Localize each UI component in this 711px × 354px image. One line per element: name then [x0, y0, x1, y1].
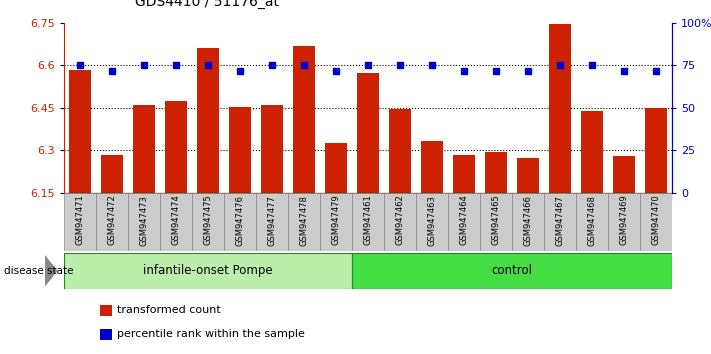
- Bar: [64, 193, 96, 251]
- Text: GSM947464: GSM947464: [459, 195, 469, 245]
- Bar: [549, 24, 571, 193]
- Bar: [389, 109, 411, 193]
- Bar: [128, 193, 160, 251]
- Bar: [576, 193, 608, 251]
- Bar: [224, 193, 256, 251]
- Polygon shape: [45, 255, 58, 287]
- Bar: [640, 193, 672, 251]
- Text: disease state: disease state: [4, 266, 73, 276]
- Bar: [613, 156, 635, 193]
- Text: GSM947462: GSM947462: [395, 195, 405, 245]
- Bar: [69, 70, 91, 193]
- Text: GSM947472: GSM947472: [107, 195, 117, 245]
- Text: GSM947463: GSM947463: [427, 195, 437, 246]
- Bar: [645, 108, 667, 193]
- Text: GSM947467: GSM947467: [555, 195, 565, 246]
- Bar: [352, 253, 672, 289]
- Text: GSM947470: GSM947470: [651, 195, 661, 245]
- Bar: [512, 193, 544, 251]
- Text: GSM947469: GSM947469: [619, 195, 629, 245]
- Bar: [357, 73, 379, 193]
- Bar: [480, 193, 512, 251]
- Bar: [485, 152, 507, 193]
- Bar: [325, 143, 347, 193]
- Bar: [256, 193, 288, 251]
- Text: GDS4410 / 51176_at: GDS4410 / 51176_at: [135, 0, 279, 9]
- Bar: [293, 46, 315, 193]
- Text: control: control: [491, 264, 533, 277]
- Bar: [288, 193, 320, 251]
- Text: GSM947468: GSM947468: [587, 195, 597, 246]
- Bar: [320, 193, 352, 251]
- Text: GSM947465: GSM947465: [491, 195, 501, 245]
- Bar: [608, 193, 640, 251]
- Bar: [160, 193, 192, 251]
- Bar: [165, 101, 187, 193]
- Bar: [101, 155, 123, 193]
- Bar: [421, 141, 443, 193]
- Bar: [133, 105, 155, 193]
- Bar: [416, 193, 448, 251]
- Bar: [96, 193, 128, 251]
- Bar: [453, 155, 475, 193]
- Text: infantile-onset Pompe: infantile-onset Pompe: [143, 264, 273, 277]
- Bar: [517, 158, 539, 193]
- Bar: [352, 193, 384, 251]
- Text: GSM947466: GSM947466: [523, 195, 533, 246]
- Bar: [197, 48, 219, 193]
- Text: GSM947478: GSM947478: [299, 195, 309, 246]
- Text: GSM947476: GSM947476: [235, 195, 245, 246]
- Text: transformed count: transformed count: [117, 305, 220, 315]
- Bar: [581, 111, 603, 193]
- Text: GSM947474: GSM947474: [171, 195, 181, 245]
- Bar: [448, 193, 480, 251]
- Bar: [229, 107, 251, 193]
- Bar: [64, 253, 352, 289]
- Bar: [261, 105, 283, 193]
- Text: GSM947479: GSM947479: [331, 195, 341, 245]
- Text: GSM947477: GSM947477: [267, 195, 277, 246]
- Bar: [192, 193, 224, 251]
- Text: GSM947461: GSM947461: [363, 195, 373, 245]
- Text: GSM947473: GSM947473: [139, 195, 149, 246]
- Text: GSM947475: GSM947475: [203, 195, 213, 245]
- Text: GSM947471: GSM947471: [75, 195, 85, 245]
- Bar: [544, 193, 576, 251]
- Bar: [384, 193, 416, 251]
- Text: percentile rank within the sample: percentile rank within the sample: [117, 329, 304, 339]
